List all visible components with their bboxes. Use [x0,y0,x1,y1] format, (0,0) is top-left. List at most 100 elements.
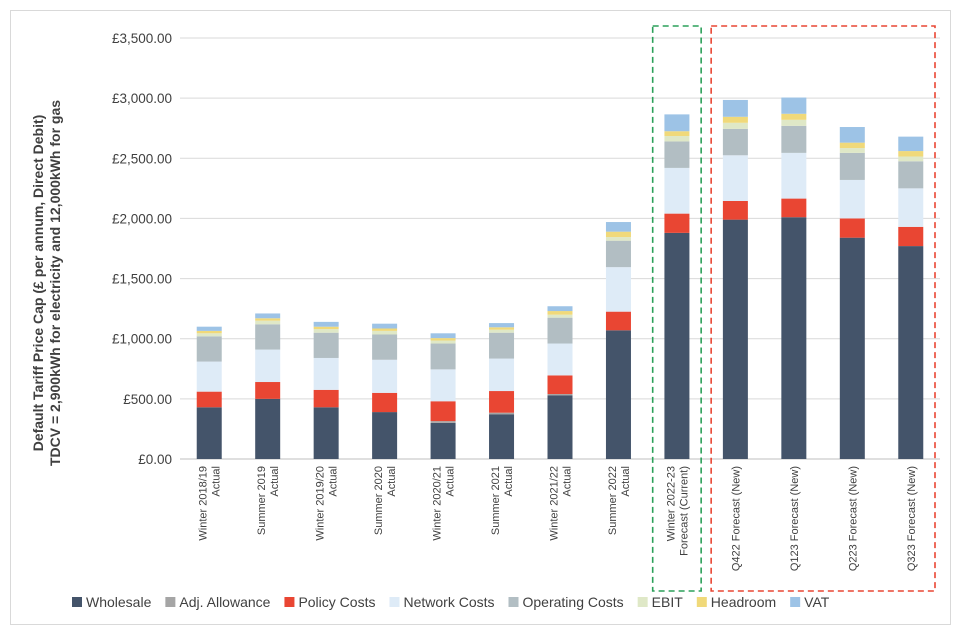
y-tick-label: £2,500.00 [112,151,172,166]
bar-segment-operating-costs [664,141,690,168]
bar-segment-vat [664,114,690,132]
x-tick-label: Winter 2021/22 [549,466,561,541]
x-tick-label: Winter 2018/19 [198,466,210,541]
bar-segment-headroom [664,131,690,137]
bar-segment-vat [196,326,222,331]
y-axis-title-line-1: Default Tariff Price Cap (£ per annum, D… [30,115,46,452]
bar-segment-ebit [547,314,573,318]
bar-segment-operating-costs [489,332,515,359]
bar-segment-wholesale [255,398,281,459]
bar-segment-headroom [255,318,281,321]
bar-segment-ebit [781,119,807,126]
bar-segment-operating-costs [839,152,865,180]
bar-segment-headroom [605,231,631,238]
bar-segment-network-costs [722,155,748,201]
bar-segment-wholesale [722,219,748,459]
bar-segment-ebit [430,340,456,344]
bar-segment-wholesale [605,330,631,459]
x-tick-label: Actual [503,466,515,497]
bar-segment-vat [313,321,339,327]
x-tick-label: Summer 2021 [490,466,502,535]
bar-segment-adj-allowance [547,394,573,396]
highlight-box [651,25,702,592]
bar-stack [722,99,748,459]
bar-segment-operating-costs [722,128,748,156]
bar-segment-ebit [722,122,748,129]
legend-label: Operating Costs [523,594,624,610]
y-tick-label: £3,500.00 [112,31,172,46]
bar-segment-headroom [489,327,515,330]
bar-segment-policy-costs [605,311,631,331]
bar-stack [313,321,339,459]
bar-segment-vat [372,323,398,329]
bar-segment-wholesale [781,217,807,459]
bar-stack [372,323,398,459]
bar-segment-headroom [547,311,573,315]
bar-segment-operating-costs [781,125,807,153]
x-tick-label: Winter 2020/21 [432,466,444,541]
bar-segment-headroom [430,338,456,341]
bar-segment-ebit [313,329,339,333]
bar-segment-network-costs [430,369,456,402]
bar-stack [255,313,281,459]
bar-segment-ebit [372,330,398,335]
x-tick-label: Summer 2022 [607,466,619,535]
legend-swatch [790,597,801,607]
x-tick-label: Q123 Forecast (New) [789,466,801,571]
bar-stack [898,136,924,459]
x-tick-label: Q323 Forecast (New) [906,466,918,571]
bar-segment-policy-costs [430,401,456,422]
x-tick-label: Actual [328,466,340,497]
bar-segment-ebit [898,156,924,162]
bar-stack [489,323,515,459]
x-axis-tick-labels: Winter 2018/19 Actual Summer 2019 Actual Win… [198,466,918,571]
bar-segment-wholesale [372,412,398,459]
legend-swatch [637,597,648,607]
highlight-box [710,25,936,592]
bar-segment-policy-costs [664,213,690,233]
bar-segment-wholesale [430,422,456,459]
legend-label: Policy Costs [298,594,375,610]
bar-segment-ebit [489,329,515,333]
bar-segment-ebit [255,320,281,325]
bar-stack [664,114,690,459]
bar-stack [605,222,631,459]
bar-segment-network-costs [313,357,339,390]
bar-segment-wholesale [898,246,924,459]
gridlines [180,37,940,460]
bar-segment-network-costs [255,349,281,383]
bar-segment-operating-costs [605,240,631,268]
bar-segment-vat [898,136,924,152]
bar-segment-policy-costs [255,382,281,399]
bar-segment-headroom [722,116,748,123]
legend-label: Wholesale [86,594,152,610]
bar-stack [547,306,573,459]
bar-stack [839,127,865,459]
bar-segment-network-costs [605,267,631,312]
bar-segment-policy-costs [489,391,515,413]
bar-segment-adj-allowance [489,412,515,415]
bar-segment-policy-costs [372,392,398,413]
y-tick-label: £3,000.00 [112,91,172,106]
bar-segment-wholesale [839,237,865,459]
chart-frame [10,10,951,625]
y-tick-label: £0.00 [138,452,172,467]
bar-segment-operating-costs [313,332,339,358]
bar-segment-policy-costs [722,200,748,220]
bar-segment-vat [255,313,281,319]
bar-series [196,97,924,459]
bar-segment-ebit [839,148,865,153]
bar-segment-wholesale [489,414,515,459]
bar-segment-headroom [372,328,398,331]
legend-label: VAT [804,594,830,610]
legend-swatch [508,597,519,607]
bar-stack [781,97,807,459]
x-tick-label: Actual [445,466,457,497]
bar-stack [430,333,456,459]
bar-segment-vat [430,333,456,339]
bar-segment-network-costs [664,167,690,214]
bar-segment-operating-costs [196,336,222,362]
bar-segment-policy-costs [781,198,807,218]
y-axis-title: Default Tariff Price Cap (£ per annum, D… [30,100,63,466]
